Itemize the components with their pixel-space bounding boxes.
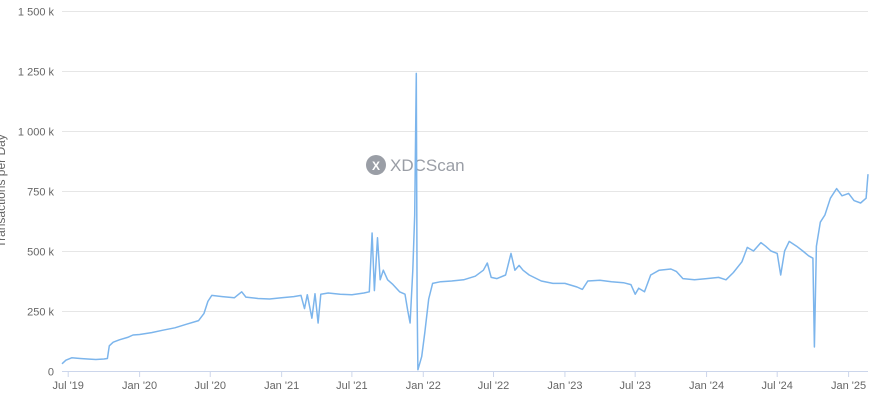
x-tick-label: Jul '20 — [195, 380, 226, 392]
y-tick-label: 750 k — [27, 187, 54, 199]
y-tick-label: 1 000 k — [18, 127, 55, 139]
x-tick-label: Jan '20 — [122, 380, 157, 392]
y-axis-ticks: 0 250 k 500 k 750 k 1 000 k 1 250 k 1 500 k — [18, 7, 55, 379]
y-tick-label: 250 k — [27, 307, 54, 319]
xdc-logo-letter: X — [372, 159, 380, 173]
x-tick-label: Jul '21 — [336, 380, 367, 392]
grid-lines — [62, 11, 868, 312]
x-tick-label: Jan '24 — [689, 380, 724, 392]
watermark: X XDCScan — [366, 155, 465, 175]
y-tick-label: 1 500 k — [18, 7, 55, 19]
x-tick-label: Jan '21 — [264, 380, 299, 392]
x-tick-label: Jan '22 — [406, 380, 441, 392]
series-line — [61, 72, 869, 371]
xdc-logo-icon — [366, 155, 386, 175]
y-axis-label: Transactions per Day — [0, 134, 8, 248]
y-tick-label: 500 k — [27, 247, 54, 259]
x-tick-label: Jan '25 — [831, 380, 866, 392]
x-tick-label: Jul '23 — [619, 380, 650, 392]
x-tick-label: Jul '19 — [52, 380, 83, 392]
x-tick-label: Jul '22 — [478, 380, 509, 392]
y-tick-label: 0 — [48, 367, 54, 379]
x-tick-label: Jul '24 — [761, 380, 792, 392]
x-tick-label: Jan '23 — [547, 380, 582, 392]
watermark-text: XDCScan — [390, 156, 465, 175]
y-tick-label: 1 250 k — [18, 67, 55, 79]
series-layer — [61, 72, 869, 371]
x-axis-ticks: Jul '19 Jan '20 Jul '20 Jan '21 Jul '21 Jan '… — [52, 371, 866, 392]
